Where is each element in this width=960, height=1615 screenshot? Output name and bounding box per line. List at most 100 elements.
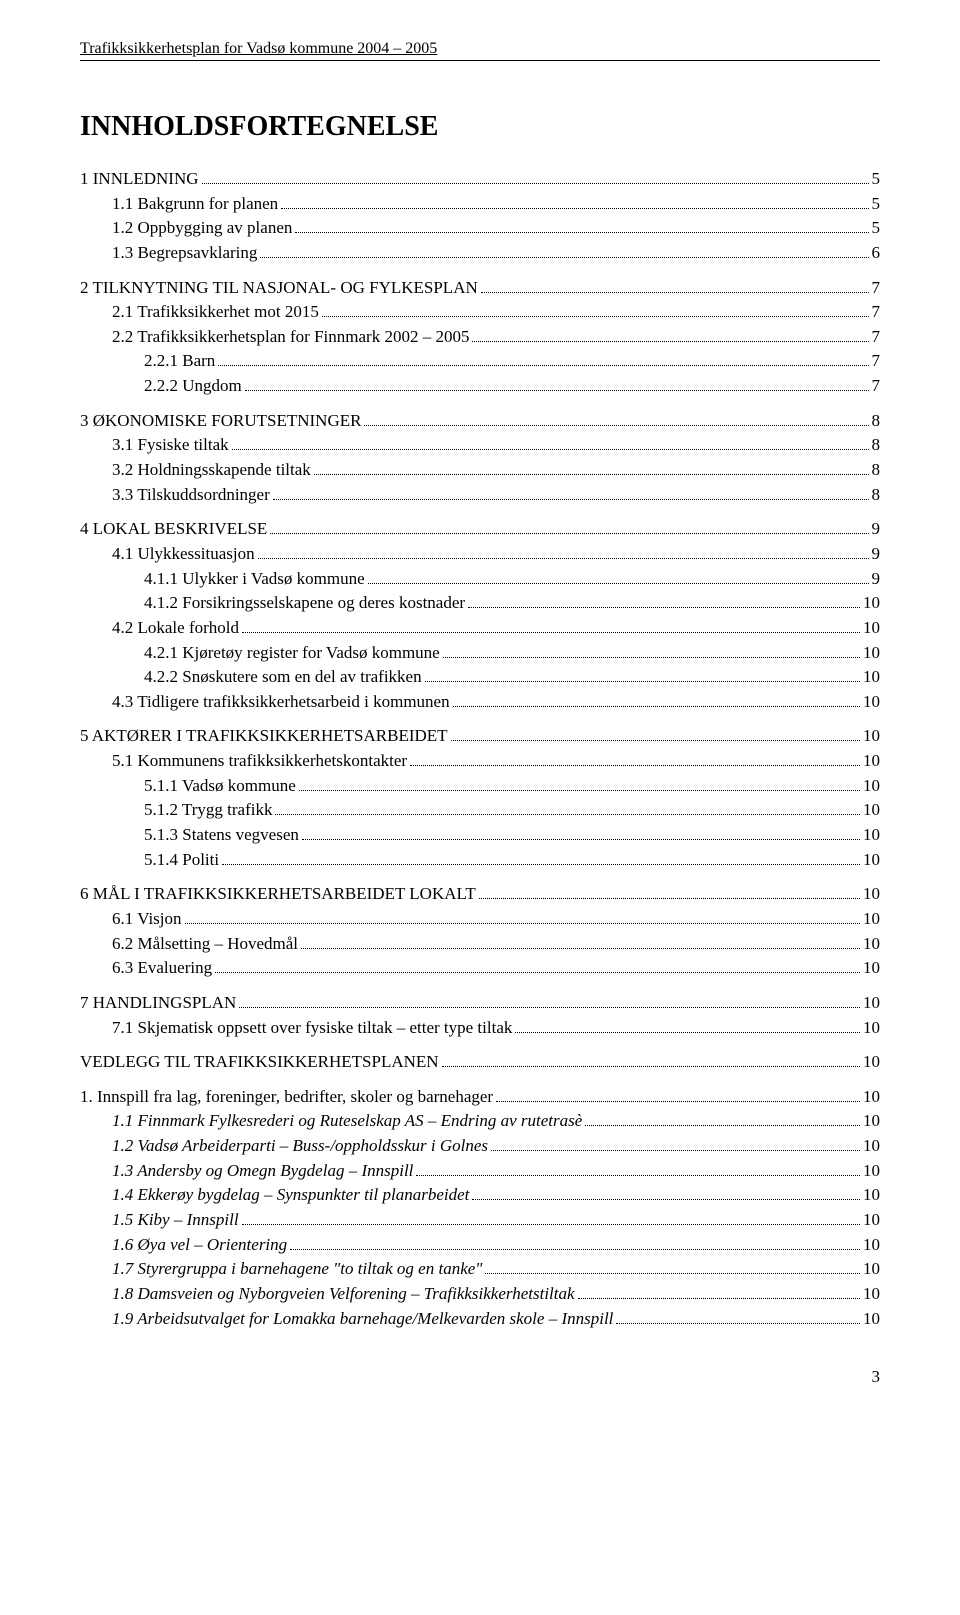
toc-entry[interactable]: 5.1.2 Trygg trafikk10 bbox=[80, 798, 880, 823]
toc-entry-page: 5 bbox=[872, 192, 881, 217]
toc-entry[interactable]: 4 LOKAL BESKRIVELSE9 bbox=[80, 517, 880, 542]
toc-entry[interactable]: 4.2.2 Snøskutere som en del av trafikken… bbox=[80, 665, 880, 690]
toc-entry-label: 5 AKTØRER I TRAFIKKSIKKERHETSARBEIDET bbox=[80, 724, 448, 749]
toc-entry[interactable]: 1.2 Vadsø Arbeiderparti – Buss-/oppholds… bbox=[80, 1134, 880, 1159]
toc-entry-page: 10 bbox=[863, 848, 880, 873]
toc-entry-page: 10 bbox=[863, 641, 880, 666]
toc-entry-page: 10 bbox=[863, 1050, 880, 1075]
toc-entry[interactable]: 1.3 Begrepsavklaring6 bbox=[80, 241, 880, 266]
toc-entry[interactable]: 4.2 Lokale forhold10 bbox=[80, 616, 880, 641]
toc-entry[interactable]: 6.1 Visjon10 bbox=[80, 907, 880, 932]
toc-leader-dots bbox=[481, 276, 869, 292]
toc-entry[interactable]: 2 TILKNYTNING TIL NASJONAL- OG FYLKESPLA… bbox=[80, 276, 880, 301]
page-number-footer: 3 bbox=[80, 1367, 880, 1387]
toc-leader-dots bbox=[202, 168, 869, 184]
toc-entry-label: 6 MÅL I TRAFIKKSIKKERHETSARBEIDET LOKALT bbox=[80, 882, 476, 907]
toc-entry[interactable]: 6.2 Målsetting – Hovedmål 10 bbox=[80, 932, 880, 957]
toc-entry[interactable]: 1.3 Andersby og Omegn Bygdelag – Innspil… bbox=[80, 1159, 880, 1184]
toc-entry-label: 1.9 Arbeidsutvalget for Lomakka barnehag… bbox=[112, 1307, 613, 1332]
toc-leader-dots bbox=[451, 725, 860, 741]
toc-entry-page: 8 bbox=[872, 433, 881, 458]
toc-entry[interactable]: 4.1.2 Forsikringsselskapene og deres kos… bbox=[80, 591, 880, 616]
toc-entry-page: 10 bbox=[863, 1282, 880, 1307]
toc-entry-page: 8 bbox=[872, 458, 881, 483]
toc-entry[interactable]: 5.1.3 Statens vegvesen 10 bbox=[80, 823, 880, 848]
toc-entry-label: 6.2 Målsetting – Hovedmål bbox=[112, 932, 298, 957]
toc-entry[interactable]: 1.9 Arbeidsutvalget for Lomakka barnehag… bbox=[80, 1307, 880, 1332]
toc-leader-dots bbox=[301, 932, 860, 948]
toc-entry[interactable]: 3.1 Fysiske tiltak8 bbox=[80, 433, 880, 458]
toc-entry[interactable]: 3 ØKONOMISKE FORUTSETNINGER8 bbox=[80, 409, 880, 434]
toc-entry-page: 7 bbox=[872, 325, 881, 350]
toc-entry[interactable]: 7 HANDLINGSPLAN10 bbox=[80, 991, 880, 1016]
toc-leader-dots bbox=[260, 242, 868, 258]
toc-entry-label: 5.1.3 Statens vegvesen bbox=[144, 823, 299, 848]
toc-entry[interactable]: 6.3 Evaluering10 bbox=[80, 956, 880, 981]
toc-leader-dots bbox=[322, 301, 869, 317]
toc-entry-page: 10 bbox=[863, 1233, 880, 1258]
toc-leader-dots bbox=[290, 1233, 860, 1249]
toc-entry[interactable]: 1.8 Damsveien og Nyborgveien Velforening… bbox=[80, 1282, 880, 1307]
toc-entry[interactable]: 1.7 Styrergruppa i barnehagene "to tilta… bbox=[80, 1257, 880, 1282]
toc-entry[interactable]: 2.2.1 Barn 7 bbox=[80, 349, 880, 374]
toc-entry[interactable]: 4.1.1 Ulykker i Vadsø kommune9 bbox=[80, 567, 880, 592]
toc-entry[interactable]: 1. Innspill fra lag, foreninger, bedrift… bbox=[80, 1085, 880, 1110]
toc-entry[interactable]: 2.2.2 Ungdom7 bbox=[80, 374, 880, 399]
toc-leader-dots bbox=[496, 1085, 860, 1101]
toc-entry-label: 4.1.2 Forsikringsselskapene og deres kos… bbox=[144, 591, 465, 616]
toc-entry[interactable]: 6 MÅL I TRAFIKKSIKKERHETSARBEIDET LOKALT… bbox=[80, 882, 880, 907]
toc-entry-page: 7 bbox=[872, 349, 881, 374]
toc-entry-label: 4.2.2 Snøskutere som en del av trafikken bbox=[144, 665, 422, 690]
toc-entry[interactable]: 3.3 Tilskuddsordninger8 bbox=[80, 483, 880, 508]
toc-entry[interactable]: 3.2 Holdningsskapende tiltak8 bbox=[80, 458, 880, 483]
toc-entry[interactable]: 1.6 Øya vel – Orientering 10 bbox=[80, 1233, 880, 1258]
toc-entry[interactable]: 7.1 Skjematisk oppsett over fysiske tilt… bbox=[80, 1016, 880, 1041]
toc-leader-dots bbox=[491, 1135, 860, 1151]
toc-entry[interactable]: 4.2.1 Kjøretøy register for Vadsø kommun… bbox=[80, 641, 880, 666]
toc-leader-dots bbox=[364, 409, 868, 425]
toc-entry-label: 1.2 Vadsø Arbeiderparti – Buss-/oppholds… bbox=[112, 1134, 488, 1159]
toc-entry-page: 10 bbox=[863, 749, 880, 774]
toc-leader-dots bbox=[281, 192, 868, 208]
toc-entry-page: 8 bbox=[872, 409, 881, 434]
toc-entry-page: 5 bbox=[872, 216, 881, 241]
toc-entry[interactable]: 1.1 Finnmark Fylkesrederi og Ruteselskap… bbox=[80, 1109, 880, 1134]
toc-entry-label: 1.8 Damsveien og Nyborgveien Velforening… bbox=[112, 1282, 575, 1307]
toc-leader-dots bbox=[215, 957, 860, 973]
toc-entry-label: VEDLEGG TIL TRAFIKKSIKKERHETSPLANEN bbox=[80, 1050, 439, 1075]
toc-entry-page: 10 bbox=[863, 932, 880, 957]
toc-entry[interactable]: 1.2 Oppbygging av planen5 bbox=[80, 216, 880, 241]
toc-leader-dots bbox=[275, 799, 860, 815]
toc-entry-label: 6.3 Evaluering bbox=[112, 956, 212, 981]
toc-entry-label: 2.2.1 Barn bbox=[144, 349, 215, 374]
toc-entry-page: 9 bbox=[872, 517, 881, 542]
toc-entry-label: 1.1 Finnmark Fylkesrederi og Ruteselskap… bbox=[112, 1109, 582, 1134]
toc-entry[interactable]: 1.4 Ekkerøy bygdelag – Synspunkter til p… bbox=[80, 1183, 880, 1208]
toc-entry[interactable]: 1.5 Kiby – Innspill10 bbox=[80, 1208, 880, 1233]
toc-entry-page: 7 bbox=[872, 374, 881, 399]
toc-entry[interactable]: 2.2 Trafikksikkerhetsplan for Finnmark 2… bbox=[80, 325, 880, 350]
toc-entry-label: 5.1.2 Trygg trafikk bbox=[144, 798, 272, 823]
toc-leader-dots bbox=[515, 1016, 860, 1032]
toc-entry-page: 7 bbox=[872, 276, 881, 301]
toc-entry[interactable]: 5.1.4 Politi10 bbox=[80, 848, 880, 873]
toc-entry[interactable]: 1 INNLEDNING5 bbox=[80, 167, 880, 192]
toc-entry[interactable]: VEDLEGG TIL TRAFIKKSIKKERHETSPLANEN 10 bbox=[80, 1050, 880, 1075]
toc-entry-label: 7.1 Skjematisk oppsett over fysiske tilt… bbox=[112, 1016, 512, 1041]
toc-leader-dots bbox=[222, 848, 860, 864]
toc-entry[interactable]: 1.1 Bakgrunn for planen5 bbox=[80, 192, 880, 217]
toc-entry[interactable]: 4.3 Tidligere trafikksikkerhetsarbeid i … bbox=[80, 690, 880, 715]
toc-entry[interactable]: 5.1.1 Vadsø kommune10 bbox=[80, 774, 880, 799]
toc-entry-label: 1.6 Øya vel – Orientering bbox=[112, 1233, 287, 1258]
toc-entry[interactable]: 4.1 Ulykkessituasjon9 bbox=[80, 542, 880, 567]
toc-entry-label: 6.1 Visjon bbox=[112, 907, 182, 932]
toc-entry[interactable]: 2.1 Trafikksikkerhet mot 20157 bbox=[80, 300, 880, 325]
toc-entry-label: 1 INNLEDNING bbox=[80, 167, 199, 192]
toc-entry-page: 10 bbox=[863, 1208, 880, 1233]
toc-leader-dots bbox=[368, 567, 869, 583]
toc-entry-page: 10 bbox=[863, 823, 880, 848]
toc-entry[interactable]: 5.1 Kommunens trafikksikkerhetskontakter… bbox=[80, 749, 880, 774]
toc-entry[interactable]: 5 AKTØRER I TRAFIKKSIKKERHETSARBEIDET10 bbox=[80, 724, 880, 749]
toc-entry-label: 4.3 Tidligere trafikksikkerhetsarbeid i … bbox=[112, 690, 450, 715]
page-container: Trafikksikkerhetsplan for Vadsø kommune … bbox=[0, 0, 960, 1427]
